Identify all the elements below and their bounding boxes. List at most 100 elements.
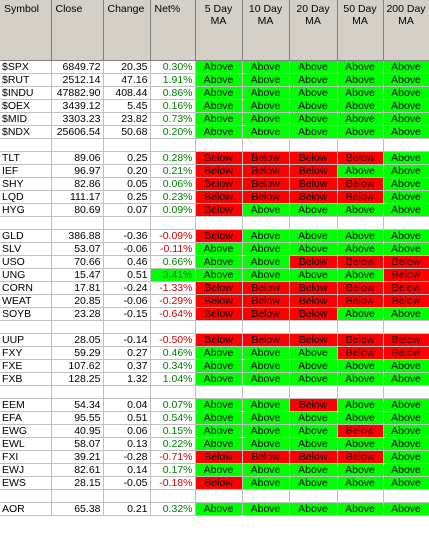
ma200-signal-cell: Above (383, 99, 429, 113)
ma200-signal-cell: Below (383, 268, 429, 282)
ma10-signal-cell: Below (242, 294, 290, 308)
empty-cell (0, 138, 52, 152)
table-row[interactable]: $RUT 2512.14 47.16 1.91% Above Above Above Abov… (0, 73, 429, 87)
empty-cell (242, 489, 290, 503)
ma200-signal-cell: Above (383, 164, 429, 178)
table-row[interactable]: LQD 111.17 0.25 0.23% Below Below Below Below Ab… (0, 190, 429, 204)
table-row[interactable]: IEF 96.97 0.20 0.21% Below Below Below Above Abo… (0, 164, 429, 178)
close-cell: 82.61 (51, 463, 104, 477)
header-ma5[interactable]: 5 Day MA (195, 0, 243, 61)
ma5-signal-cell: Above (195, 398, 243, 412)
table-row[interactable]: $MID 3303.23 23.82 0.73% Above Above Above Abov… (0, 112, 429, 126)
change-cell: 50.68 (103, 125, 151, 139)
table-row[interactable]: EEM 54.34 0.04 0.07% Above Above Below Above Abo… (0, 398, 429, 412)
header-ma10[interactable]: 10 Day MA (242, 0, 290, 61)
table-row[interactable]: AOR 65.38 0.21 0.32% Above Above Above Above Abo… (0, 502, 429, 516)
symbol-cell: SHY (0, 177, 52, 191)
table-row[interactable]: EWL 58.07 0.13 0.22% Above Above Above Above Abo… (0, 437, 429, 451)
ma50-signal-cell: Above (337, 99, 384, 113)
close-cell: 6849.72 (51, 60, 104, 74)
header-change[interactable]: Change (103, 0, 151, 61)
symbol-cell: TLT (0, 151, 52, 165)
table-row[interactable]: EWJ 82.61 0.14 0.17% Above Above Above Above Abo… (0, 463, 429, 477)
close-cell: 53.07 (51, 242, 104, 256)
ma50-signal-cell: Above (337, 112, 384, 126)
net-percent-cell: 1.91% (150, 73, 196, 87)
ma200-signal-cell: Above (383, 450, 429, 464)
header-symbol[interactable]: Symbol (0, 0, 52, 61)
change-cell: 0.20 (103, 164, 151, 178)
ma200-signal-cell: Above (383, 73, 429, 87)
table-row[interactable]: $OEX 3439.12 5.45 0.16% Above Above Above Above… (0, 99, 429, 113)
header-ma200[interactable]: 200 Day MA (383, 0, 429, 61)
ma5-signal-cell: Above (195, 411, 243, 425)
net-percent-cell: -0.64% (150, 307, 196, 321)
empty-cell (289, 216, 338, 230)
close-cell: 386.88 (51, 229, 104, 243)
table-row[interactable]: EWG 40.95 0.06 0.15% Above Above Above Below Abo… (0, 424, 429, 438)
ma20-signal-cell: Below (289, 307, 338, 321)
table-row[interactable]: UUP 28.05 -0.14 -0.50% Below Below Below Below B… (0, 333, 429, 347)
change-cell: -0.24 (103, 281, 151, 295)
header-close[interactable]: Close (51, 0, 104, 61)
table-row[interactable]: SHY 82.86 0.05 0.06% Below Below Below Below Abo… (0, 177, 429, 191)
empty-cell (289, 489, 338, 503)
table-row[interactable]: TLT 89.06 0.25 0.28% Below Below Below Below Abo… (0, 151, 429, 165)
empty-cell (337, 489, 384, 503)
header-ma20[interactable]: 20 Day MA (289, 0, 338, 61)
table-row[interactable]: $NDX 25606.54 50.68 0.20% Above Above Above Abo… (0, 125, 429, 139)
ma10-signal-cell: Below (242, 164, 290, 178)
symbol-cell: $MID (0, 112, 52, 126)
table-row[interactable]: SOYB 23.28 -0.15 -0.64% Below Below Below Above… (0, 307, 429, 321)
ma200-signal-cell: Above (383, 502, 429, 516)
table-row[interactable]: SLV 53.07 -0.06 -0.11% Above Above Above Above A… (0, 242, 429, 256)
net-percent-cell: 0.54% (150, 411, 196, 425)
table-row[interactable]: USO 70.66 0.46 0.66% Above Above Below Below Bel… (0, 255, 429, 269)
table-row[interactable]: $INDU 47882.90 408.44 0.86% Above Above Above A… (0, 86, 429, 100)
table-row[interactable]: UNG 15.47 0.51 3.41% Above Above Above Above Bel… (0, 268, 429, 282)
table-row[interactable]: FXY 59.29 0.27 0.46% Above Above Above Below Bel… (0, 346, 429, 360)
separator-row (0, 385, 429, 399)
symbol-cell: WEAT (0, 294, 52, 308)
net-percent-cell: 0.66% (150, 255, 196, 269)
ma50-signal-cell: Below (337, 255, 384, 269)
ma10-signal-cell: Below (242, 177, 290, 191)
ma200-signal-cell: Above (383, 424, 429, 438)
empty-cell (383, 489, 429, 503)
ma20-signal-cell: Below (289, 294, 338, 308)
table-row[interactable]: FXE 107.62 0.37 0.34% Above Above Above Above Ab… (0, 359, 429, 373)
ma20-signal-cell: Below (289, 333, 338, 347)
ma50-signal-cell: Above (337, 437, 384, 451)
net-percent-cell: 0.15% (150, 424, 196, 438)
table-row[interactable]: WEAT 20.85 -0.06 -0.29% Below Below Below Below… (0, 294, 429, 308)
ma10-signal-cell: Above (242, 359, 290, 373)
empty-cell (337, 216, 384, 230)
net-percent-cell: 0.06% (150, 177, 196, 191)
table-row[interactable]: EWS 28.15 -0.05 -0.18% Below Above Above Above A… (0, 476, 429, 490)
table-row[interactable]: FXB 128.25 1.32 1.04% Above Above Above Above Ab… (0, 372, 429, 386)
table-row[interactable]: FXI 39.21 -0.28 -0.71% Below Below Below Below A… (0, 450, 429, 464)
net-percent-cell: 0.16% (150, 99, 196, 113)
close-cell: 20.85 (51, 294, 104, 308)
change-cell: 0.05 (103, 177, 151, 191)
table-row[interactable]: HYG 80.69 0.07 0.09% Below Above Above Above Abo… (0, 203, 429, 217)
header-net[interactable]: Net% (150, 0, 196, 61)
table-row[interactable]: EFA 95.55 0.51 0.54% Above Above Above Above Abo… (0, 411, 429, 425)
net-percent-cell: 0.17% (150, 463, 196, 477)
net-percent-cell: -0.50% (150, 333, 196, 347)
ma5-signal-cell: Above (195, 346, 243, 360)
ma200-signal-cell: Above (383, 125, 429, 139)
ma20-signal-cell: Above (289, 242, 338, 256)
ma5-signal-cell: Above (195, 86, 243, 100)
table-row[interactable]: $SPX 6849.72 20.35 0.30% Above Above Above Abov… (0, 60, 429, 74)
table-row[interactable]: GLD 386.88 -0.36 -0.09% Below Above Above Above… (0, 229, 429, 243)
empty-cell (289, 320, 338, 334)
symbol-cell: SLV (0, 242, 52, 256)
header-ma50[interactable]: 50 Day MA (337, 0, 384, 61)
ma10-signal-cell: Above (242, 255, 290, 269)
table-row[interactable]: CORN 17.81 -0.24 -1.33% Below Below Below Below… (0, 281, 429, 295)
net-percent-cell: 0.23% (150, 190, 196, 204)
ma5-signal-cell: Above (195, 372, 243, 386)
change-cell: 0.37 (103, 359, 151, 373)
ma10-signal-cell: Above (242, 424, 290, 438)
